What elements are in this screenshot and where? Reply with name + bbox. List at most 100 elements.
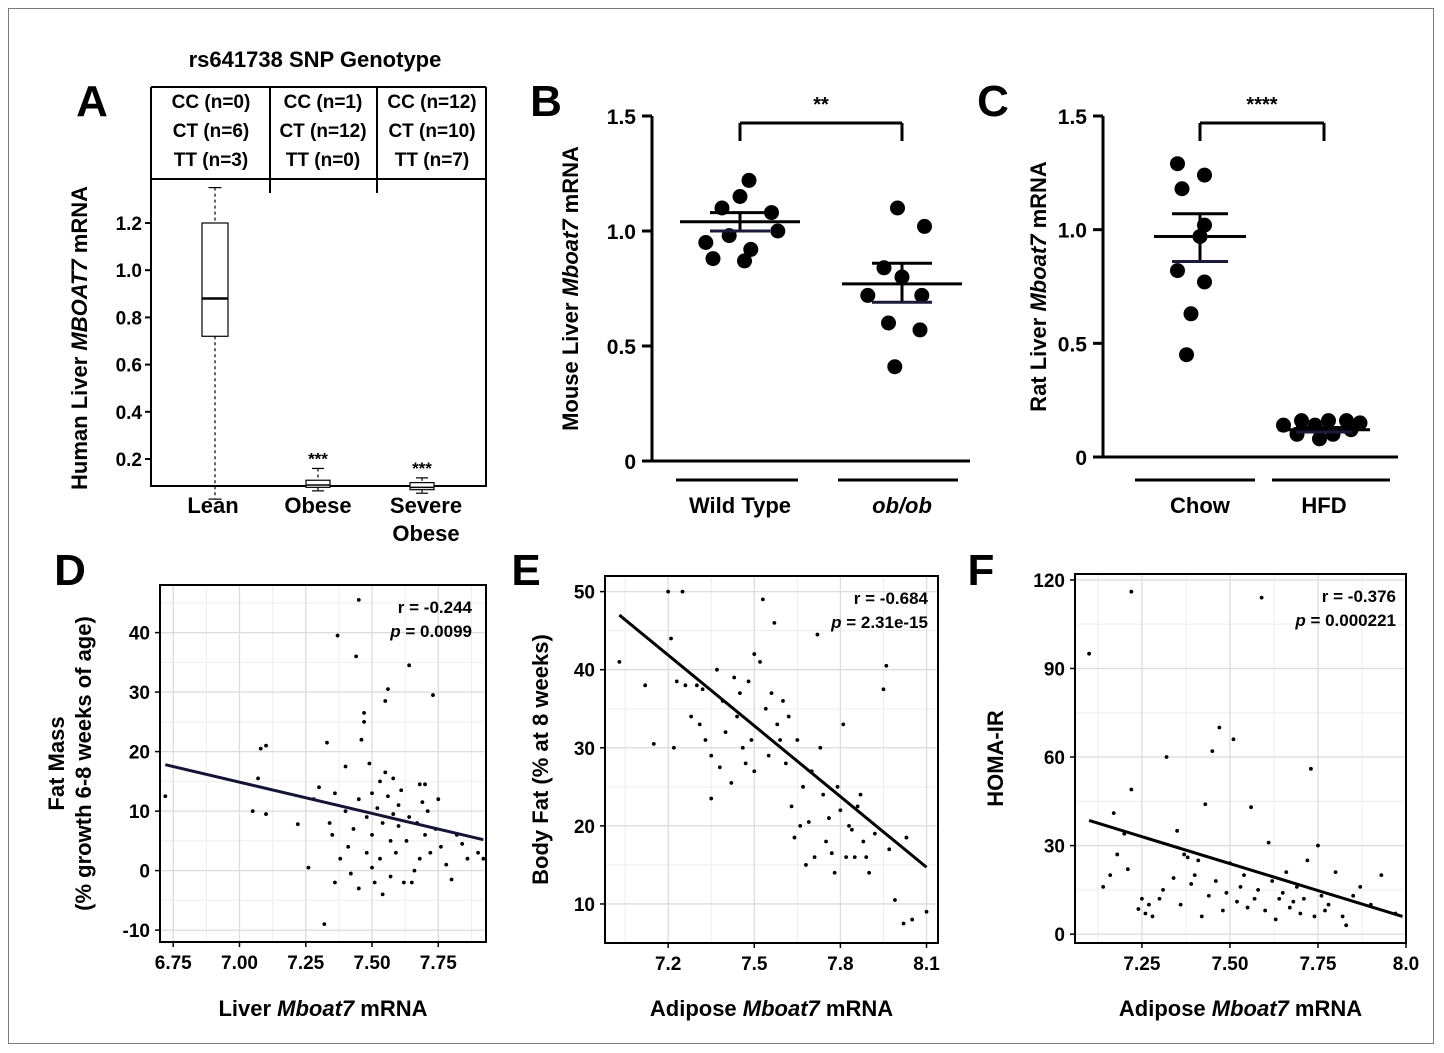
panel-b-category-label: Wild Type <box>689 493 791 518</box>
panel-d-y-axis-label: (% growth 6-8 weeks of age) <box>71 616 96 911</box>
panel-d-y-tick-label: 10 <box>129 802 150 823</box>
panel-f-data-point <box>1210 749 1214 753</box>
panel-f-data-point <box>1334 870 1338 874</box>
panel-e-data-point <box>772 621 776 625</box>
panel-e-x-axis-label: Adipose Mboat7 mRNA <box>650 996 893 1021</box>
panel-c-y-tick-label: 0.5 <box>1058 333 1088 356</box>
panel-b-data-point <box>881 316 896 331</box>
panel-f-data-point <box>1379 873 1383 877</box>
panel-e-data-point <box>770 691 774 695</box>
panel-c-data-point <box>1179 347 1194 362</box>
panel-label-d: D <box>54 546 86 595</box>
panel-e-regression-line <box>619 615 926 867</box>
panel-c-y-axis-label-part-1: Rat Liver <box>1026 312 1051 412</box>
panel-a-category-label: Obese <box>284 493 351 518</box>
panel-a-y-tick-label: 1.0 <box>116 261 142 282</box>
panel-d-data-point <box>405 839 409 843</box>
panel-f-data-point <box>1186 855 1190 859</box>
panel-e-data-point <box>830 851 834 855</box>
panel-e-data-point <box>836 785 840 789</box>
panel-c-y-axis-label-part-2: Mboat7 <box>1026 233 1051 312</box>
panel-f-x-tick-label: 7.25 <box>1123 954 1160 975</box>
panel-d-data-point <box>370 791 374 795</box>
panel-f-data-point <box>1358 885 1362 889</box>
panel-d-y-tick-label: 20 <box>129 743 150 764</box>
panel-d-data-point <box>383 771 387 775</box>
panel-label-e: E <box>511 546 540 595</box>
panel-f-x-axis-label: Adipose Mboat7 mRNA <box>1119 996 1362 1021</box>
panel-f-data-point <box>1320 894 1324 898</box>
panel-f-data-point <box>1221 909 1225 913</box>
panel-e-data-point <box>732 676 736 680</box>
panel-f-data-point <box>1253 897 1257 901</box>
panel-e-data-point <box>683 683 687 687</box>
panel-d-x-axis-label-part-1: Liver <box>218 996 277 1021</box>
panel-f-data-point <box>1246 906 1250 910</box>
panel-c-y-tick-label: 1.0 <box>1058 220 1087 243</box>
panel-e-y-tick-label: 50 <box>574 583 595 604</box>
panel-f-x-axis-label-part-2: Mboat7 <box>1212 996 1291 1021</box>
panel-b-significance: ** <box>813 94 829 116</box>
panel-e-data-point <box>681 590 685 594</box>
panel-e-data-point <box>824 840 828 844</box>
panel-f-data-point <box>1344 923 1348 927</box>
panel-f-data-point <box>1225 891 1229 895</box>
panel-a-y-tick-label: 1.2 <box>116 214 142 235</box>
panel-c-data-point <box>1197 274 1212 289</box>
panel-d-data-point <box>413 869 417 873</box>
panel-e-annotation-p-value: = 2.31e-15 <box>842 613 929 632</box>
panel-b-y-tick-label: 0.5 <box>607 336 637 359</box>
panel-c-y-tick-label: 1.5 <box>1058 106 1088 129</box>
panel-d-data-point <box>431 693 435 697</box>
panel-d-data-point <box>407 815 411 819</box>
panel-d-y-tick-label: 0 <box>139 862 150 883</box>
panel-b-data-point <box>733 189 748 204</box>
panel-e-data-point <box>747 680 751 684</box>
panel-d-data-point <box>391 812 395 816</box>
panel-f-data-point <box>1217 726 1221 730</box>
panel-d-regression-line <box>165 765 483 840</box>
panel-d-data-point <box>378 857 382 861</box>
panel-e-data-point <box>718 765 722 769</box>
panel-e-data-point <box>709 754 713 758</box>
panel-f-data-point <box>1087 652 1091 656</box>
panel-d-data-point <box>375 806 379 810</box>
panel-d-data-point <box>410 881 414 885</box>
panel-e-x-tick-label: 7.5 <box>741 954 768 975</box>
panel-f-y-tick-label: 90 <box>1044 659 1065 680</box>
panel-a-box <box>410 483 434 490</box>
panel-e-data-point <box>850 828 854 832</box>
panel-e-data-point <box>750 738 754 742</box>
panel-e-data-point <box>784 762 788 766</box>
panel-d-data-point <box>317 785 321 789</box>
panel-b-y-axis-label-part-2: Mboat7 <box>558 218 583 297</box>
panel-f-data-point <box>1232 737 1236 741</box>
panel-e-data-point <box>761 598 765 602</box>
panel-d-data-point <box>373 881 377 885</box>
panel-d-data-point <box>481 857 485 861</box>
panel-e-x-axis-label-part-1: Adipose <box>650 996 743 1021</box>
panel-e-data-point <box>666 590 670 594</box>
panel-e-data-point <box>867 871 871 875</box>
panel-f-data-point <box>1165 755 1169 759</box>
panel-d-data-point <box>378 779 382 783</box>
panel-d-data-point <box>307 866 311 870</box>
panel-e-data-point <box>672 746 676 750</box>
panel-e-data-point <box>847 824 851 828</box>
panel-d-x-tick-label: 7.75 <box>420 953 457 974</box>
panel-d-data-point <box>357 598 361 602</box>
panel-e-data-point <box>752 769 756 773</box>
panel-f-data-point <box>1263 909 1267 913</box>
panel-a-box <box>202 223 228 336</box>
panel-e-data-point <box>787 715 791 719</box>
panel-b-y-tick-label: 1.5 <box>607 106 637 129</box>
panel-e-data-point <box>738 691 742 695</box>
panel-e-data-point <box>827 816 831 820</box>
panel-f-y-tick-label: 120 <box>1033 571 1065 592</box>
panel-e-data-point <box>795 738 799 742</box>
panel-e-data-point <box>873 832 877 836</box>
panel-d-data-point <box>344 765 348 769</box>
panel-d-data-point <box>428 851 432 855</box>
panel-d-data-point <box>296 822 300 826</box>
panel-b-data-point <box>770 224 785 239</box>
